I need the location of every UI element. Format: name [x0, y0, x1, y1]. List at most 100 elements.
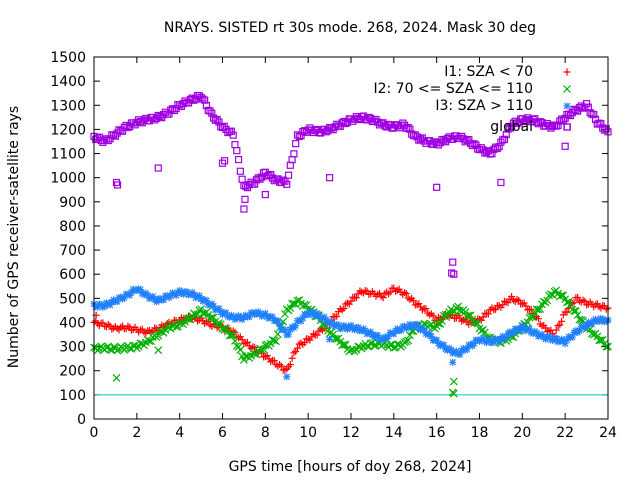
point-i2 [147, 337, 156, 346]
legend-label-i1: I1: SZA < 70 [444, 64, 533, 80]
y-tick-label: 900 [59, 195, 86, 211]
outlier-global [449, 258, 457, 266]
x-tick-label: 4 [175, 425, 184, 441]
outlier-global [261, 190, 269, 199]
point-i1 [504, 299, 512, 307]
point-i1 [479, 313, 487, 321]
point-i1 [515, 296, 523, 304]
legend: I1: SZA < 70 I2: 70 <= SZA <= 110 I3: SZ… [373, 64, 571, 135]
point-i2 [272, 337, 280, 346]
point-i2 [270, 336, 279, 345]
point-i1 [293, 344, 301, 352]
point-i1 [527, 305, 535, 313]
point-i1 [552, 326, 560, 334]
point-i1 [286, 361, 294, 369]
point-i1 [384, 290, 392, 298]
point-i1 [602, 305, 610, 313]
outlier-i3 [449, 358, 457, 366]
point-i2 [286, 304, 295, 313]
x-tick-label: 16 [428, 425, 446, 441]
point-i1 [204, 318, 212, 326]
point-global [206, 107, 214, 115]
point-i2 [231, 337, 239, 345]
point-i1 [290, 349, 298, 357]
x-tick-label: 0 [90, 425, 99, 441]
outlier-i3 [326, 335, 334, 343]
point-i1 [499, 301, 507, 309]
point-i1 [340, 305, 348, 313]
point-i2 [227, 331, 236, 340]
point-i1 [386, 288, 394, 296]
y-tick-label: 1000 [50, 171, 86, 187]
point-i1 [358, 288, 366, 296]
point-i1 [492, 305, 500, 313]
point-i1 [281, 366, 289, 374]
point-i3 [420, 326, 428, 334]
point-i2 [473, 319, 482, 328]
point-i1 [270, 357, 278, 365]
point-i2 [106, 345, 114, 354]
outlier-global [240, 205, 248, 213]
point-global [236, 167, 244, 175]
point-i1 [542, 324, 550, 332]
point-i1 [277, 362, 285, 370]
point-i2 [454, 302, 463, 311]
point-i1 [558, 317, 566, 325]
point-i1 [429, 312, 437, 320]
series-i3 [90, 285, 612, 381]
point-global [234, 155, 243, 164]
legend-label-global: global [490, 119, 533, 135]
point-i1 [292, 347, 300, 355]
point-i1 [581, 297, 589, 305]
point-i1 [313, 331, 321, 339]
point-i2 [302, 301, 311, 310]
outlier-i2 [112, 374, 121, 382]
legend-label-i2: I2: 70 <= SZA <= 110 [373, 81, 533, 97]
outlier-global [497, 178, 505, 187]
chart-marks [90, 91, 612, 398]
outlier-global [561, 142, 569, 150]
point-i2 [602, 342, 611, 351]
y-tick-label: 200 [59, 364, 86, 380]
point-i2 [563, 298, 571, 307]
y-tick-label: 600 [59, 267, 86, 283]
y-axis-label: Number of GPS receiver-satellite rays [6, 106, 22, 368]
point-i2 [434, 319, 443, 328]
point-global [229, 131, 237, 139]
point-i2 [363, 342, 371, 350]
x-tick-label: 8 [261, 425, 270, 441]
point-i2 [236, 345, 245, 354]
point-i1 [379, 294, 387, 302]
point-i1 [238, 336, 246, 344]
outlier-i2 [154, 346, 163, 355]
x-tick-label: 24 [599, 425, 617, 441]
point-i1 [243, 338, 251, 346]
x-tick-label: 12 [342, 425, 360, 441]
chart-title: NRAYS. SISTED rt 30s mode. 268, 2024. Ma… [164, 20, 536, 36]
plot-frame [93, 56, 609, 420]
point-global [283, 180, 291, 188]
point-i1 [508, 293, 516, 301]
outlier-global [433, 183, 441, 191]
point-i2 [216, 320, 225, 329]
legend-marker-global [563, 123, 571, 131]
point-global [231, 141, 239, 149]
point-i1 [554, 322, 562, 330]
y-tick-label: 400 [59, 315, 86, 331]
point-i3 [413, 320, 421, 328]
point-global [238, 175, 246, 183]
legend-marker-i3 [563, 102, 571, 110]
point-global [233, 146, 241, 155]
outlier-global [450, 270, 458, 278]
x-axis-label: GPS time [hours of doy 268, 2024] [229, 459, 472, 475]
point-i2 [529, 313, 537, 322]
y-tick-label: 0 [77, 412, 86, 428]
y-tick-label: 300 [59, 340, 86, 356]
axis-ticks: 0 2 4 6 8 10 12 14 16 18 20 22 240100200300400500600… [50, 50, 617, 441]
point-i2 [332, 335, 341, 344]
point-i2 [329, 330, 338, 339]
point-i2 [566, 300, 575, 309]
point-i1 [409, 297, 417, 305]
